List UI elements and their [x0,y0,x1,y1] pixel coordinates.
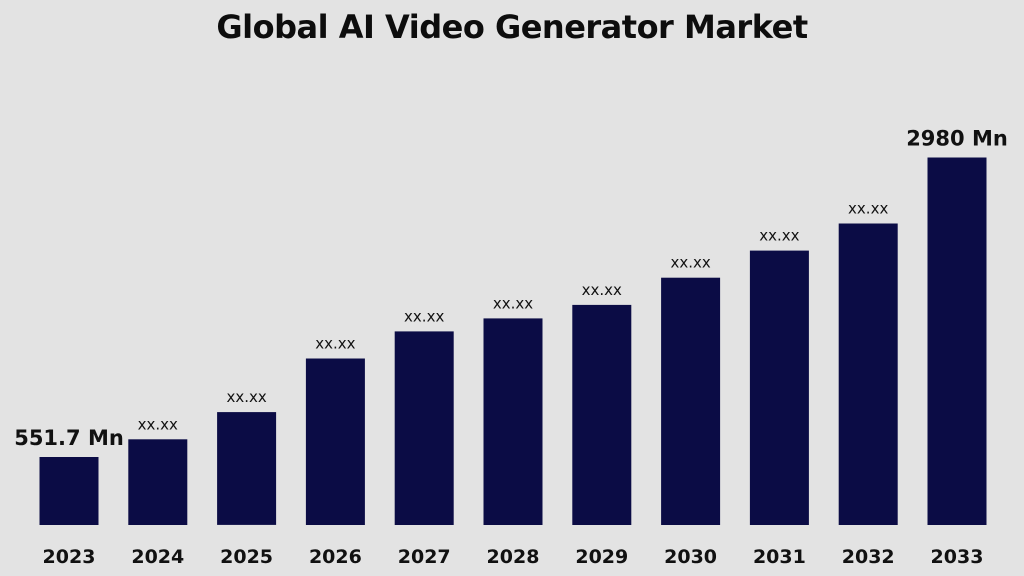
data-label-2028: xx.xx [493,294,533,312]
data-label-2032: xx.xx [848,200,888,218]
x-tick-label-2026: 2026 [309,546,362,568]
x-tick-label-2032: 2032 [842,546,895,568]
bar-2023 [39,457,99,525]
x-tick-label-2024: 2024 [131,546,184,568]
data-label-2024: xx.xx [138,415,178,433]
x-tick-label-2028: 2028 [487,546,540,568]
x-tick-label-2031: 2031 [753,546,806,568]
bar-2032 [838,223,898,525]
x-tick-label-2025: 2025 [220,546,273,568]
data-label-2027: xx.xx [404,307,444,325]
data-label-2030: xx.xx [670,254,710,272]
data-label-2031: xx.xx [759,227,799,245]
bar-2026 [305,358,365,525]
bar-2031 [749,250,809,525]
bar-2029 [572,304,632,525]
x-tick-label-2033: 2033 [931,546,984,568]
data-label-2025: xx.xx [226,388,266,406]
data-label-2029: xx.xx [582,281,622,299]
data-label-2023: 551.7 Mn [14,426,124,450]
bar-2024 [128,439,188,525]
x-tick-label-2029: 2029 [575,546,628,568]
bar-2027 [394,331,454,525]
x-tick-label-2030: 2030 [664,546,717,568]
x-tick-label-2023: 2023 [43,546,96,568]
bar-2030 [661,277,721,525]
x-tick-label-2027: 2027 [398,546,451,568]
chart-title: Global AI Video Generator Market [216,8,808,46]
bar-2028 [483,318,543,525]
data-label-2033: 2980 Mn [906,127,1008,151]
bar-2025 [217,412,277,525]
data-label-2026: xx.xx [315,335,355,353]
bar-2033 [927,157,987,525]
